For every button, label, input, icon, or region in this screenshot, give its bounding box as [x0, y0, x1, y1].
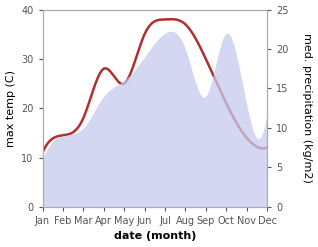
Y-axis label: max temp (C): max temp (C) [5, 70, 16, 147]
Y-axis label: med. precipitation (kg/m2): med. precipitation (kg/m2) [302, 33, 313, 183]
X-axis label: date (month): date (month) [114, 231, 196, 242]
